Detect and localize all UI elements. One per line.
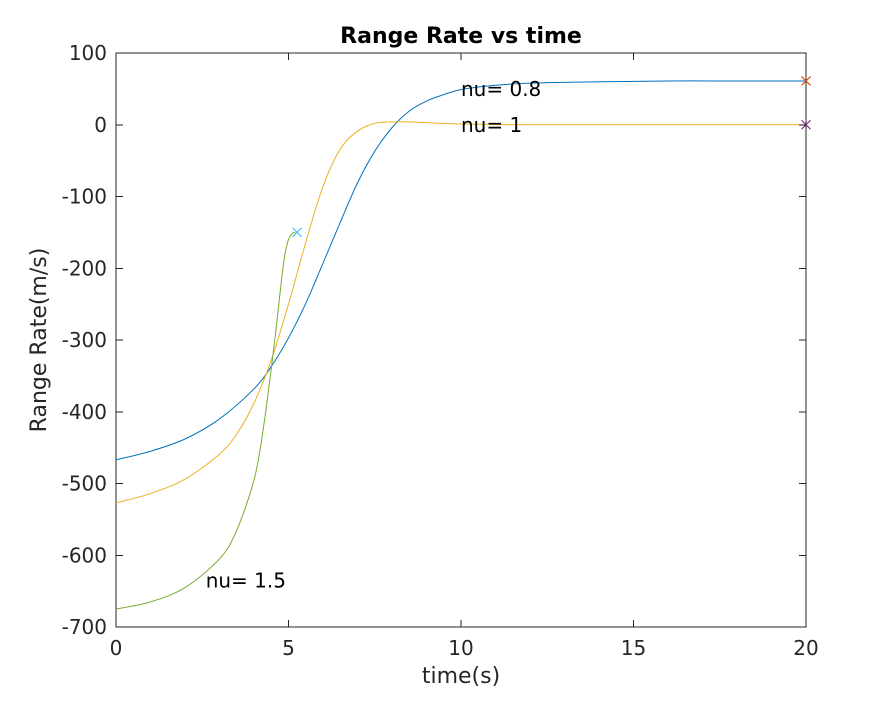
series-line-1 — [115, 80, 806, 461]
y-tick-label: 100 — [69, 41, 107, 65]
chart-title: Range Rate vs time — [340, 24, 582, 49]
annotation-layer: nu= 0.8 nu= 1 nu= 1.5 — [206, 77, 542, 592]
axes-box — [115, 52, 807, 628]
x-tick-label: 10 — [448, 636, 473, 660]
series-end-marker-3 — [292, 227, 303, 238]
marker-layer — [292, 76, 811, 238]
y-tick-label: -700 — [62, 615, 107, 639]
plot-area: nu= 0.8 nu= 1 nu= 1.5 — [115, 52, 811, 628]
y-axis-label: Range Rate(m/s) — [27, 248, 52, 433]
annotation-label: nu= 1 — [461, 113, 522, 137]
y-tick-label: -600 — [62, 543, 107, 567]
y-tick-label: -400 — [62, 400, 107, 424]
y-axis-ticks: 100 0 -100 -200 -300 -400 -500 -600 -700 — [62, 41, 806, 639]
series-line-3 — [115, 231, 296, 610]
y-tick-label: -100 — [62, 185, 107, 209]
x-axis-ticks: 0 5 10 15 20 — [110, 53, 819, 660]
x-tick-label: 20 — [793, 636, 818, 660]
series-end-marker-1 — [801, 76, 811, 86]
y-tick-label: -500 — [62, 472, 107, 496]
y-tick-label: 0 — [94, 113, 107, 137]
annotation-label: nu= 0.8 — [461, 77, 541, 101]
series-line-2 — [115, 121, 806, 504]
x-axis-label: time(s) — [422, 664, 500, 689]
y-tick-label: -200 — [62, 256, 107, 280]
x-tick-label: 0 — [110, 636, 123, 660]
y-tick-label: -300 — [62, 328, 107, 352]
annotation-label: nu= 1.5 — [206, 568, 286, 592]
x-tick-label: 5 — [282, 636, 295, 660]
x-tick-label: 15 — [621, 636, 646, 660]
series-layer — [115, 80, 806, 610]
